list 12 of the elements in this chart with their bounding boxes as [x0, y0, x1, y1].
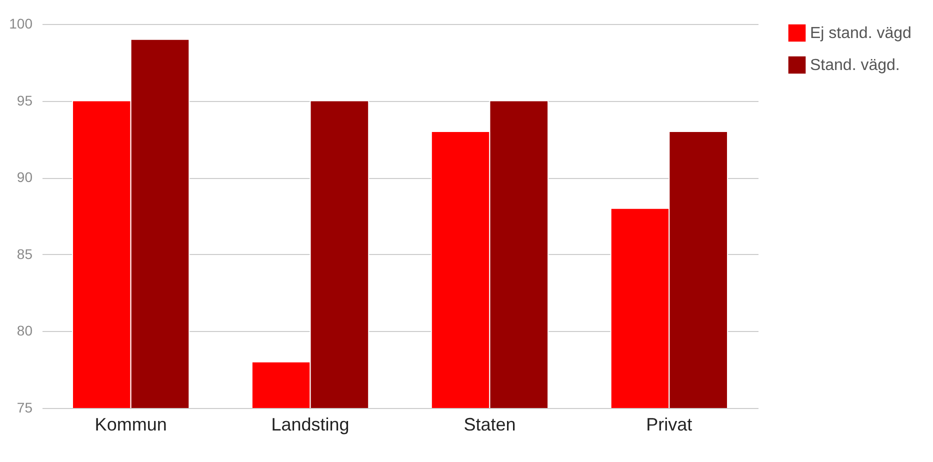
y-tick-label: 90 — [16, 169, 33, 186]
x-tick-label: Staten — [464, 414, 516, 434]
x-tick-label: Landsting — [271, 414, 350, 434]
x-tick-label: Privat — [646, 414, 692, 434]
y-tick-label: 95 — [16, 92, 33, 108]
legend-label: Ej stand. vägd — [810, 25, 912, 42]
y-tick-label: 80 — [16, 322, 33, 339]
y-tick-label: 85 — [16, 246, 33, 262]
y-tick-label: 75 — [16, 400, 33, 416]
legend-label: Stand. vägd. — [810, 57, 900, 74]
y-tick-label: 100 — [9, 16, 33, 32]
x-tick-label: Kommun — [94, 414, 167, 434]
